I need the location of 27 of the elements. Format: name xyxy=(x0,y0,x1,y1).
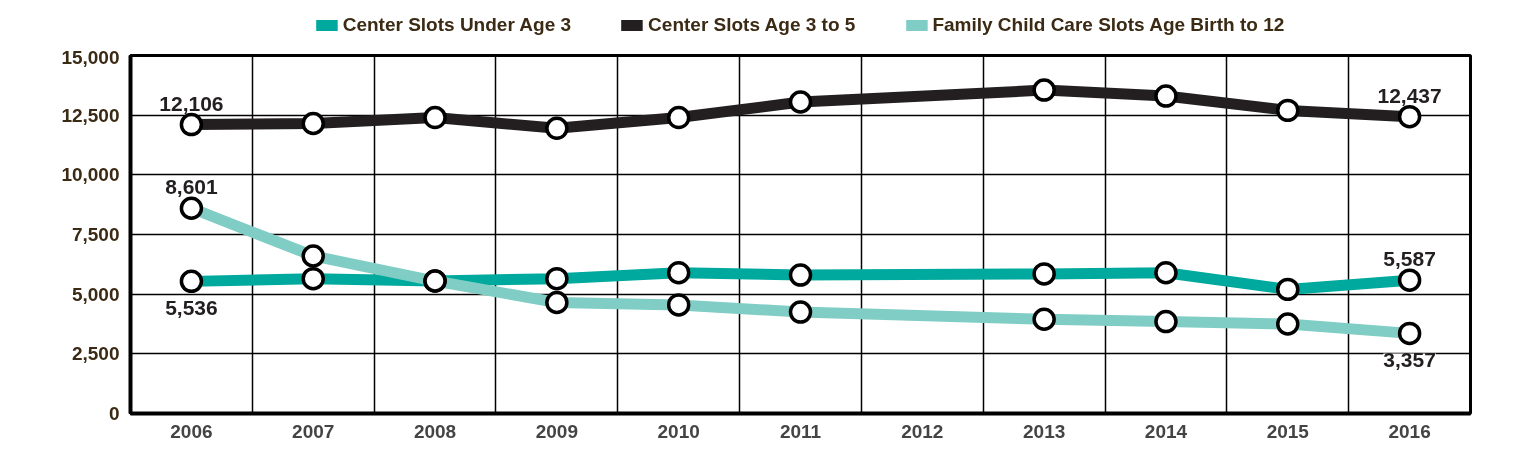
data-label: 12,106 xyxy=(159,91,224,115)
legend-label: Family Child Care Slots Age Birth to 12 xyxy=(932,14,1285,36)
x-tick-label: 2011 xyxy=(779,420,822,442)
y-tick-label: 15,000 xyxy=(61,46,120,68)
x-tick-label: 2014 xyxy=(1144,420,1188,442)
y-tick-label: 5,000 xyxy=(71,283,120,305)
y-tick-label: 12,500 xyxy=(61,104,120,126)
legend-label: Center Slots Under Age 3 xyxy=(342,14,572,36)
x-tick-label: 2013 xyxy=(1023,420,1066,442)
data-label: 5,587 xyxy=(1383,247,1436,271)
x-tick-label: 2010 xyxy=(657,420,700,442)
legend-label: Center Slots Age 3 to 5 xyxy=(648,14,856,36)
x-tick-label: 2012 xyxy=(901,420,944,442)
y-tick-label: 0 xyxy=(108,403,120,424)
x-tick-label: 2009 xyxy=(535,420,579,442)
x-tick-label: 2016 xyxy=(1388,420,1431,442)
x-tick-label: 2008 xyxy=(413,420,457,442)
y-tick-label: 7,500 xyxy=(71,224,120,245)
data-label: 12,437 xyxy=(1377,83,1442,107)
y-tick-label: 10,000 xyxy=(61,164,120,186)
data-label: 5,536 xyxy=(165,296,218,320)
data-label: 8,601 xyxy=(165,175,219,199)
data-label: 3,357 xyxy=(1383,348,1436,372)
x-tick-label: 2015 xyxy=(1266,420,1310,442)
x-tick-label: 2006 xyxy=(170,420,213,442)
y-tick-label: 2,500 xyxy=(71,343,120,365)
x-tick-label: 2007 xyxy=(292,420,335,442)
